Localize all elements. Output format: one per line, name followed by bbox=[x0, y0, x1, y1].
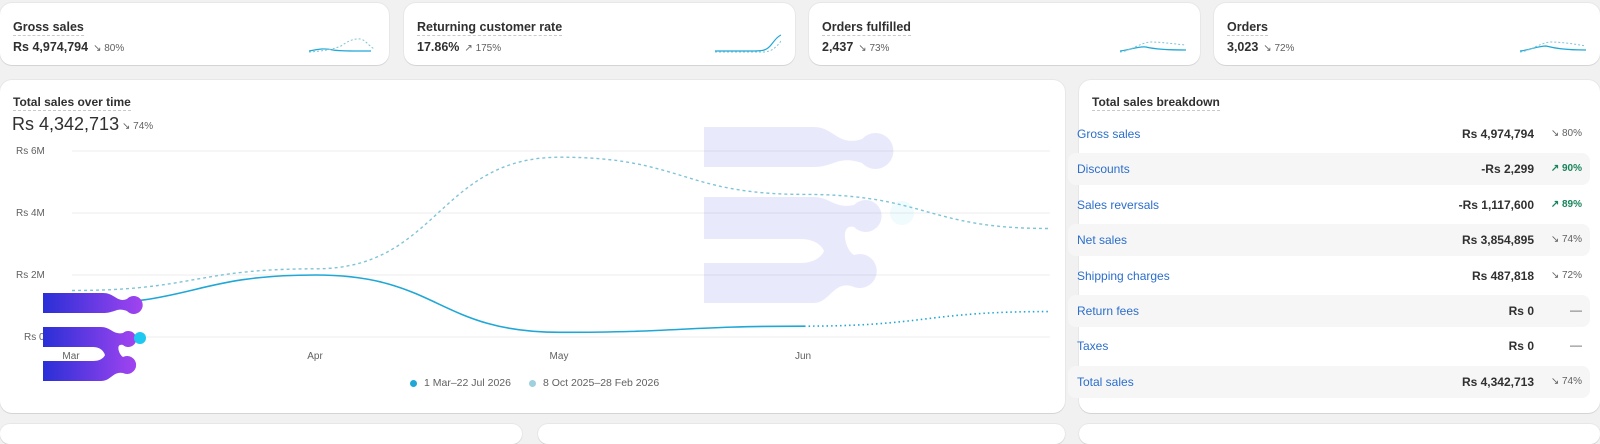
sparkline bbox=[715, 34, 781, 53]
breakdown-row-link[interactable]: Shipping charges bbox=[1077, 268, 1170, 283]
breakdown-row-change: ↘ 80% bbox=[1550, 128, 1582, 139]
sparkline bbox=[1520, 41, 1586, 53]
y-tick-label: Rs 6M bbox=[16, 146, 45, 157]
breakdown-row-change: ↘ 74% bbox=[1550, 234, 1582, 246]
breakdown-row-value: Rs 487,818 bbox=[1471, 268, 1534, 283]
breakdown-row: Total sales Rs 4,342,713 ↘ 74% bbox=[1068, 365, 1590, 398]
breakdown-row-value: Rs 4,974,794 bbox=[1461, 127, 1534, 141]
breakdown-row-value: Rs 3,854,895 bbox=[1461, 233, 1534, 248]
bottom-card bbox=[0, 424, 522, 444]
grid-lines bbox=[72, 150, 1050, 338]
metric-change: ↘ 73% bbox=[858, 43, 890, 54]
metric-row: Rs 4,974,794 ↘ 80% bbox=[13, 40, 124, 54]
sales-breakdown-title[interactable]: Total sales breakdown bbox=[1092, 95, 1220, 111]
metric-change: ↘ 72% bbox=[1263, 43, 1295, 54]
y-tick-label: Rs 0 bbox=[24, 332, 45, 343]
metric-value: 2,437 bbox=[822, 40, 854, 54]
breakdown-row: Net sales Rs 3,854,895 ↘ 74% bbox=[1068, 224, 1590, 257]
bottom-card bbox=[1079, 424, 1600, 444]
breakdown-row-change: ↘ 74% bbox=[1550, 375, 1582, 387]
metric-row: 3,023 ↘ 72% bbox=[1227, 40, 1294, 54]
x-tick-label: Mar bbox=[62, 351, 80, 362]
breakdown-row-change: — bbox=[1570, 303, 1582, 317]
metric-value: Rs 4,974,794 bbox=[13, 40, 89, 54]
y-tick-label: Rs 2M bbox=[16, 270, 45, 281]
breakdown-row-value: -Rs 2,299 bbox=[1481, 162, 1534, 177]
metric-card-returning-customer-rate[interactable]: Returning customer rate 17.86% ↗ 175% bbox=[404, 3, 795, 65]
metric-change: ↗ 175% bbox=[464, 43, 502, 54]
breakdown-row-change: — bbox=[1570, 338, 1582, 353]
sales-line-chart bbox=[71, 150, 1050, 338]
breakdown-row: Gross sales Rs 4,974,794 ↘ 80% bbox=[1068, 118, 1590, 150]
breakdown-row-change: ↘ 72% bbox=[1550, 269, 1582, 281]
sparkline bbox=[309, 38, 375, 53]
series-line-current-projection bbox=[803, 310, 1049, 327]
x-tick-label: Jun bbox=[794, 351, 812, 362]
metric-title[interactable]: Orders fulfilled bbox=[822, 20, 911, 36]
metric-row: 2,437 ↘ 73% bbox=[822, 40, 889, 54]
breakdown-row-link[interactable]: Gross sales bbox=[1077, 127, 1141, 141]
breakdown-row: Discounts -Rs 2,299 ↗ 90% bbox=[1068, 153, 1590, 186]
decorative-logo-overlay-large bbox=[704, 127, 914, 303]
metric-title[interactable]: Returning customer rate bbox=[417, 20, 563, 36]
breakdown-row: Shipping charges Rs 487,818 ↘ 72% bbox=[1068, 260, 1590, 292]
breakdown-row-change: ↗ 90% bbox=[1550, 163, 1582, 175]
series-line-previous bbox=[71, 156, 1049, 292]
metric-title[interactable]: Gross sales bbox=[13, 20, 84, 36]
metric-card-gross-sales[interactable]: Gross sales Rs 4,974,794 ↘ 80% bbox=[0, 3, 389, 65]
breakdown-row: Taxes Rs 0 — bbox=[1068, 330, 1590, 362]
sales-over-time-card bbox=[0, 80, 1065, 413]
sales-over-time-title[interactable]: Total sales over time bbox=[13, 95, 131, 111]
legend-item-previous[interactable]: 8 Oct 2025–28 Feb 2026 bbox=[528, 377, 660, 389]
decorative-logo-overlay bbox=[43, 293, 146, 381]
breakdown-row-link[interactable]: Taxes bbox=[1077, 339, 1109, 354]
legend-dot bbox=[410, 379, 417, 387]
sparkline bbox=[1120, 41, 1186, 53]
legend-item-current[interactable]: 1 Mar–22 Jul 2026 bbox=[410, 377, 511, 389]
x-tick-label: Apr bbox=[307, 351, 323, 362]
y-tick-label: Rs 4M bbox=[16, 208, 45, 219]
sales-over-time-change: ↘ 74% bbox=[122, 121, 154, 132]
metric-change: ↘ 80% bbox=[93, 43, 125, 54]
breakdown-row-change: ↗ 89% bbox=[1550, 198, 1582, 210]
metric-value: 17.86% bbox=[417, 40, 460, 54]
metric-row: 17.86% ↗ 175% bbox=[417, 40, 501, 54]
breakdown-row-link[interactable]: Sales reversals bbox=[1077, 197, 1160, 212]
metric-card-orders-fulfilled[interactable]: Orders fulfilled 2,437 ↘ 73% bbox=[809, 3, 1200, 65]
x-tick-label: May bbox=[549, 351, 569, 362]
metric-value: 3,023 bbox=[1227, 40, 1259, 54]
breakdown-row-link[interactable]: Return fees bbox=[1077, 304, 1140, 318]
breakdown-row-link[interactable]: Total sales bbox=[1077, 374, 1134, 389]
series-line-current bbox=[71, 274, 805, 334]
metric-title[interactable]: Orders bbox=[1227, 20, 1268, 36]
breakdown-row: Return fees Rs 0 — bbox=[1068, 295, 1590, 327]
legend-label: 1 Mar–22 Jul 2026 bbox=[424, 377, 511, 389]
breakdown-row-link[interactable]: Discounts bbox=[1077, 162, 1130, 177]
breakdown-row-value: -Rs 1,117,600 bbox=[1458, 197, 1534, 212]
breakdown-row-value: Rs 0 bbox=[1508, 304, 1534, 318]
breakdown-row-value: Rs 0 bbox=[1508, 339, 1534, 354]
breakdown-row-link[interactable]: Net sales bbox=[1077, 233, 1128, 248]
breakdown-row-value: Rs 4,342,713 bbox=[1461, 374, 1534, 389]
legend-label: 8 Oct 2025–28 Feb 2026 bbox=[542, 377, 660, 389]
sales-over-time-value: Rs 4,342,713 bbox=[12, 114, 120, 134]
breakdown-row: Sales reversals -Rs 1,117,600 ↗ 89% bbox=[1068, 189, 1590, 221]
legend-dot bbox=[528, 379, 536, 387]
chart-legend: 1 Mar–22 Jul 2026 8 Oct 2025–28 Feb 2026 bbox=[410, 377, 659, 389]
metric-card-orders[interactable]: Orders 3,023 ↘ 72% bbox=[1214, 3, 1600, 65]
series-layer bbox=[71, 156, 1049, 334]
bottom-card bbox=[538, 424, 1065, 444]
